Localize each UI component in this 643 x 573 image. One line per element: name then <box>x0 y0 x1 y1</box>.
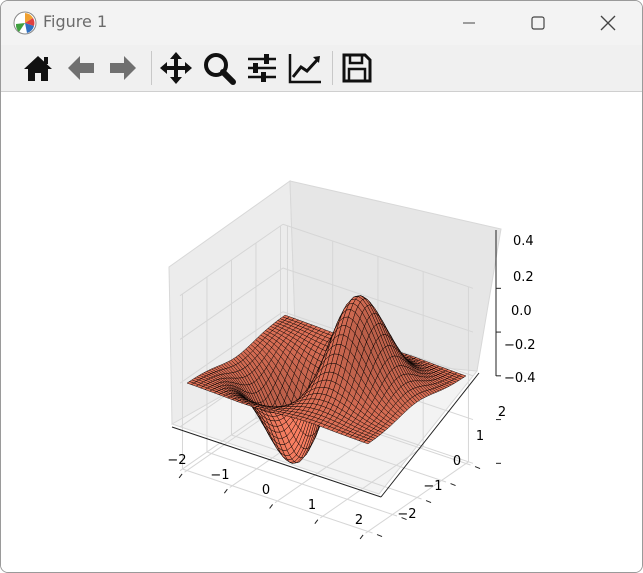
toolbar-separator <box>151 51 152 85</box>
tick-mark <box>178 473 183 479</box>
tick-mark <box>425 500 432 504</box>
z-tick-label: −0.2 <box>504 338 536 353</box>
zoom-icon <box>204 53 236 85</box>
grid-line <box>282 223 474 289</box>
home-icon <box>24 56 52 81</box>
home-button[interactable] <box>20 50 56 86</box>
y-axis-line <box>380 372 480 498</box>
minimize-button[interactable] <box>446 1 492 45</box>
matplotlib-logo-icon <box>13 11 37 35</box>
y-tick-label: 2 <box>498 405 506 420</box>
z-tick-label: 0.2 <box>513 270 534 285</box>
minimize-icon <box>463 22 475 24</box>
tick-mark <box>376 534 383 538</box>
tick-mark <box>223 488 228 494</box>
grid-line <box>206 451 398 517</box>
x-tick-label: −1 <box>210 468 229 483</box>
x-tick-label: −2 <box>167 453 186 468</box>
edit-axis-icon <box>288 54 321 84</box>
grid-line <box>179 311 284 384</box>
tick-mark <box>269 504 274 509</box>
grid-line <box>282 267 474 333</box>
close-icon <box>600 15 616 31</box>
y-tick-label: −2 <box>397 507 416 522</box>
tick-mark <box>314 519 319 524</box>
close-button[interactable] <box>585 1 631 45</box>
z-tick-label: −0.4 <box>504 371 536 386</box>
tick-mark <box>359 534 364 540</box>
maximize-button[interactable] <box>515 1 561 45</box>
title-bar: Figure 1 <box>1 1 642 45</box>
toolbar-separator <box>332 51 333 85</box>
save-icon <box>342 53 372 83</box>
surface-plot: −2 −1 0 1 2 −2 −1 0 1 2 0.4 0.2 0.0 −0.2… <box>167 180 536 540</box>
configure-subplots-button[interactable] <box>244 50 280 86</box>
tick-mark <box>450 483 456 487</box>
zoom-button[interactable] <box>201 50 237 86</box>
tick-mark <box>474 466 481 470</box>
x-tick-label: 1 <box>308 498 316 513</box>
subplots-icon <box>248 54 276 82</box>
axis-lines <box>171 230 497 498</box>
x-axis-line <box>171 426 382 498</box>
z-tick-label: 0.0 <box>511 304 532 319</box>
grid-line <box>182 468 373 534</box>
back-button[interactable] <box>63 50 99 86</box>
maximize-icon <box>531 16 545 30</box>
figure-canvas[interactable]: −2 −1 0 1 2 −2 −1 0 1 2 0.4 0.2 0.0 −0.2… <box>1 92 642 572</box>
pan-icon <box>160 52 192 84</box>
y-tick-label: 0 <box>453 454 461 469</box>
y-tick-label: −1 <box>423 479 442 494</box>
y-tick-label: 1 <box>476 429 484 444</box>
save-button[interactable] <box>339 50 375 86</box>
grid-line <box>179 267 284 340</box>
surface-mesh <box>186 295 467 464</box>
back-icon <box>68 56 94 80</box>
grid-line <box>231 434 422 500</box>
x-tick-label: 2 <box>355 513 363 528</box>
z-tick-label: 0.4 <box>513 234 534 249</box>
forward-button[interactable] <box>105 50 141 86</box>
grid-line <box>179 223 284 297</box>
x-tick-label: 0 <box>262 483 270 498</box>
edit-axis-button[interactable] <box>287 50 323 86</box>
navigation-toolbar <box>1 45 642 92</box>
pan-button[interactable] <box>158 50 194 86</box>
window-title: Figure 1 <box>43 12 108 31</box>
forward-icon <box>110 56 136 80</box>
